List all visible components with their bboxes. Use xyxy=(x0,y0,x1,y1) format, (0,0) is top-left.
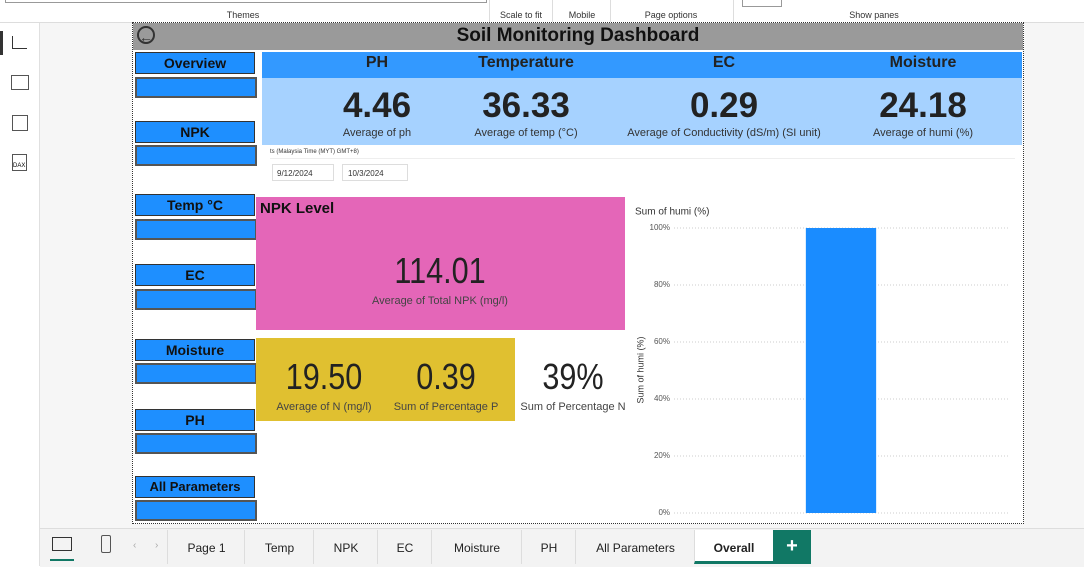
kpi-value: 4.46 xyxy=(342,86,412,125)
nav-box[interactable] xyxy=(135,145,257,166)
ribbon-group: Page options xyxy=(644,10,698,20)
add-page-button[interactable]: + xyxy=(773,530,811,564)
sep xyxy=(552,0,553,22)
kpi-label: Average of ph xyxy=(342,127,412,139)
y-tick-label: 60% xyxy=(654,337,670,346)
sep xyxy=(489,0,490,22)
page-tab[interactable]: EC xyxy=(377,530,432,564)
nav-box[interactable] xyxy=(135,219,257,240)
kpi-label: Average of humi (%) xyxy=(872,127,974,139)
kpi-value: 24.18 xyxy=(879,86,967,125)
nav-box[interactable] xyxy=(135,500,257,521)
page-tab[interactable]: All Parameters xyxy=(575,530,695,564)
sep xyxy=(610,0,611,22)
nav-button[interactable]: NPK xyxy=(135,121,255,143)
mobile-view-icon[interactable] xyxy=(101,535,111,553)
npk-label: Average of Total NPK (mg/l) xyxy=(372,295,508,307)
prev-arrow[interactable]: ‹ xyxy=(133,540,137,551)
ribbon-group: Scale to fit xyxy=(499,10,543,20)
kpi-header: Temperature xyxy=(478,54,574,71)
sep xyxy=(733,0,734,22)
header-bar xyxy=(133,23,1023,50)
y-tick-label: 20% xyxy=(654,451,670,460)
kpi-label: Average of Conductivity (dS/m) (SI unit) xyxy=(627,127,821,139)
kpi-header: PH xyxy=(365,54,389,71)
dax-icon[interactable]: DAX xyxy=(12,154,27,171)
date-start[interactable]: 9/12/2024 xyxy=(272,164,334,181)
nav-button[interactable]: Moisture xyxy=(135,339,255,361)
report-title: Soil Monitoring Dashboard xyxy=(456,25,700,46)
y-tick-label: 80% xyxy=(654,280,670,289)
bar xyxy=(805,228,877,513)
left-rail: DAX xyxy=(0,23,40,566)
table-icon[interactable] xyxy=(11,75,29,90)
kpi-value: 0.29 xyxy=(689,86,759,125)
nav-button[interactable]: Overview xyxy=(135,52,255,74)
page-tab-active[interactable]: Overall xyxy=(694,530,773,564)
ribbon-box xyxy=(742,0,782,7)
active-indicator xyxy=(0,31,3,55)
nav-button[interactable]: PH xyxy=(135,409,255,431)
nav-button[interactable]: Temp °C xyxy=(135,194,255,216)
tab-bar xyxy=(40,528,1084,567)
kpi-label: Average of temp (°C) xyxy=(474,127,578,139)
y-tick-label: 0% xyxy=(658,508,670,517)
page-tab[interactable]: NPK xyxy=(313,530,378,564)
humi-chart: Sum of humi (%) Sum of humi (%) 0% 20% 40%… xyxy=(635,207,1010,517)
kpi-header: Moisture xyxy=(889,54,957,71)
ribbon-group: Themes xyxy=(226,10,260,20)
nav-box[interactable] xyxy=(135,363,257,384)
card-value: 39% xyxy=(542,356,604,397)
chart-title: Sum of humi (%) xyxy=(635,207,709,218)
npk-title: NPK Level xyxy=(260,200,335,217)
nav-box[interactable] xyxy=(135,433,257,454)
card-label: Average of N (mg/l) xyxy=(276,401,372,413)
page-tab[interactable]: Page 1 xyxy=(167,530,245,564)
page-tab[interactable]: Temp xyxy=(244,530,314,564)
page-tab[interactable]: Moisture xyxy=(431,530,522,564)
model-icon[interactable] xyxy=(12,115,28,131)
back-button[interactable]: ← xyxy=(137,26,155,45)
desktop-view-icon[interactable] xyxy=(52,537,72,551)
ribbon-box xyxy=(5,0,487,3)
kpi-value: 36.33 xyxy=(482,86,570,125)
card-label: Sum of Percentage P xyxy=(393,401,499,413)
card-value: 19.50 xyxy=(285,356,363,397)
kpi-panel xyxy=(262,78,1022,145)
nav-button[interactable]: EC xyxy=(135,264,255,286)
date-end[interactable]: 10/3/2024 xyxy=(342,164,408,181)
ribbon-group: Show panes xyxy=(849,10,899,20)
report-icon[interactable] xyxy=(12,36,27,49)
n-p-card xyxy=(256,338,515,421)
next-arrow[interactable]: › xyxy=(155,540,159,551)
nav-box[interactable] xyxy=(135,77,257,98)
nav-box[interactable] xyxy=(135,289,257,310)
kpi-header-bar xyxy=(262,52,1022,78)
ribbon: Themes Scale to fit Mobile Page options … xyxy=(0,0,1084,23)
y-tick-label: 100% xyxy=(650,223,670,232)
y-tick-label: 40% xyxy=(654,394,670,403)
ribbon-group: Mobile xyxy=(568,10,596,20)
y-axis-label: Sum of humi (%) xyxy=(635,336,645,403)
nav-button[interactable]: All Parameters xyxy=(135,476,255,498)
card-value: 0.39 xyxy=(416,356,476,397)
slicer-line xyxy=(270,158,1015,159)
npk-card xyxy=(256,197,625,330)
kpi-header: EC xyxy=(712,54,736,71)
card-label: Sum of Percentage N xyxy=(520,401,626,413)
npk-value: 114.01 xyxy=(394,250,486,291)
desktop-underline xyxy=(50,559,74,561)
slicer-label: ts (Malaysia Time (MYT) GMT+8) xyxy=(270,149,359,155)
page-tab[interactable]: PH xyxy=(521,530,576,564)
